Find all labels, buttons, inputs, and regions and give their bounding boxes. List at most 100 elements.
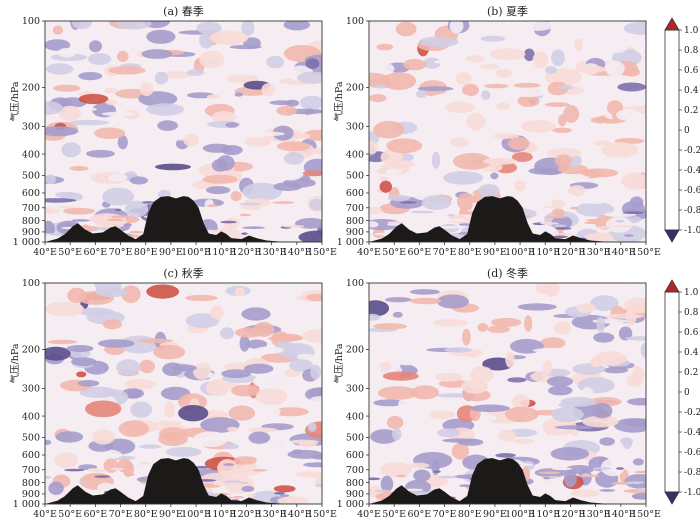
anomaly-patch (626, 374, 643, 387)
anomaly-patch (52, 25, 64, 35)
x-tick-label: 80°E (458, 509, 482, 520)
y-axis-label: 气压/hPa (9, 81, 21, 121)
anomaly-streak (592, 467, 612, 470)
anomaly-patch (614, 418, 646, 433)
anomaly-streak (437, 475, 457, 479)
x-tick-label: 60°E (407, 247, 431, 258)
anomaly-patch (272, 407, 309, 417)
x-tick-label: 100°E (505, 247, 535, 258)
anomaly-patch (416, 90, 427, 98)
anomaly-streak (633, 495, 643, 499)
anomaly-patch (273, 485, 296, 493)
anomaly-streak (65, 224, 74, 227)
anomaly-patch (45, 39, 71, 51)
anomaly-patch (593, 332, 615, 343)
anomaly-patch (79, 386, 118, 398)
anomaly-patch (618, 326, 633, 341)
y-tick-label: 600 (22, 450, 40, 461)
anomaly-field (369, 21, 646, 242)
anomaly-patch (409, 289, 440, 295)
x-tick-label: 110°E (206, 247, 236, 258)
anomaly-patch (154, 71, 169, 85)
anomaly-streak (553, 224, 567, 228)
colorbar-max-arrow (664, 17, 680, 31)
anomaly-patch (385, 297, 412, 303)
anomaly-patch (524, 315, 533, 332)
anomaly-patch (299, 95, 322, 110)
anomaly-patch (75, 417, 109, 425)
anomaly-patch (66, 345, 94, 352)
anomaly-patch (589, 85, 607, 101)
anomaly-streak (433, 470, 441, 474)
anomaly-patch (45, 198, 77, 203)
anomaly-patch (185, 313, 220, 329)
anomaly-patch (45, 346, 71, 361)
y-tick-label: 900 (346, 489, 364, 500)
x-tick-label: 120°E (556, 247, 586, 258)
anomaly-patch (72, 21, 92, 30)
anomaly-patch (210, 305, 224, 320)
anomaly-streak (58, 206, 76, 209)
anomaly-patch (482, 157, 518, 165)
anomaly-patch (63, 443, 73, 453)
colorbar-tick-label: 0.2 (684, 368, 698, 378)
x-tick-label: 150°E (307, 509, 337, 520)
anomaly-patch (61, 142, 81, 158)
anomaly-patch (102, 319, 122, 330)
anomaly-patch (509, 87, 546, 98)
y-tick-label: 100 (346, 278, 364, 289)
anomaly-patch (398, 396, 421, 414)
anomaly-patch (283, 178, 316, 188)
anomaly-streak (129, 230, 143, 234)
anomaly-streak (201, 483, 215, 486)
anomaly-streak (538, 471, 561, 475)
anomaly-patch (379, 176, 389, 182)
anomaly-streak (272, 201, 295, 204)
anomaly-patch (490, 317, 522, 327)
x-tick-label: 60°E (83, 247, 107, 258)
anomaly-patch (470, 366, 494, 384)
panel-frame (44, 282, 323, 505)
anomaly-patch (171, 364, 197, 372)
anomaly-patch (570, 489, 601, 497)
anomaly-patch (437, 428, 461, 438)
anomaly-patch (108, 66, 146, 75)
anomaly-streak (202, 485, 221, 488)
anomaly-patch (512, 438, 535, 444)
anomaly-patch (117, 458, 132, 473)
anomaly-patch (548, 385, 573, 396)
anomaly-patch (199, 50, 225, 69)
anomaly-patch (551, 49, 565, 67)
anomaly-patch (377, 63, 395, 75)
x-tick-label: 140°E (282, 247, 312, 258)
anomaly-patch (185, 294, 218, 302)
anomaly-patch (392, 427, 402, 441)
anomaly-patch (558, 114, 567, 127)
anomaly-streak (543, 476, 550, 480)
anomaly-patch (493, 133, 520, 139)
y-tick-label: 1 000 (13, 499, 40, 510)
anomaly-patch (369, 362, 383, 371)
y-tick-label: 100 (346, 16, 364, 27)
anomaly-patch (178, 405, 209, 422)
anomaly-patch (241, 21, 255, 36)
anomaly-patch (505, 351, 515, 368)
anomaly-patch (168, 187, 194, 196)
x-tick-label: 90°E (159, 509, 183, 520)
anomaly-patch (57, 47, 77, 58)
x-tick-label: 90°E (483, 509, 507, 520)
anomaly-patch (47, 339, 78, 345)
y-axis-label: 气压/hPa (9, 343, 21, 383)
anomaly-patch (560, 396, 597, 407)
x-tick-label: 50°E (382, 247, 406, 258)
anomaly-patch (303, 462, 322, 468)
anomaly-streak (426, 212, 438, 216)
anomaly-patch (590, 295, 619, 311)
anomaly-patch (89, 40, 102, 53)
anomaly-patch (221, 369, 252, 379)
anomaly-patch (310, 364, 321, 380)
anomaly-patch (461, 379, 489, 394)
anomaly-patch (594, 351, 627, 366)
anomaly-streak (242, 226, 265, 229)
